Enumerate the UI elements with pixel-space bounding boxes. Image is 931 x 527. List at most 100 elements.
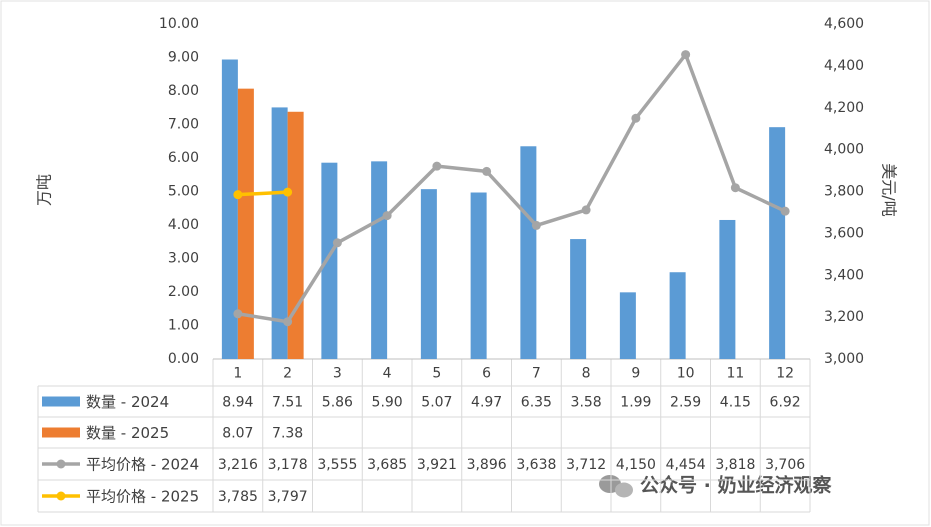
y-tick-label: 2.00 [168,284,199,300]
legend-label: 数量 - 2025 [86,424,169,442]
x-tick-label: 1 [233,366,242,382]
line-marker [681,50,691,60]
line-marker [432,161,442,171]
table-cell: 2.59 [670,395,701,411]
line-marker [283,317,293,327]
bar [321,162,338,359]
bar [221,59,238,359]
y-tick-label: 5.00 [168,184,199,200]
table-cell: 4,454 [666,457,706,473]
bar [371,161,388,359]
line-marker [581,205,591,215]
y2-tick-label: 4,600 [824,16,864,32]
y-tick-label: 0.00 [168,351,199,367]
line-marker [531,220,541,230]
bar [470,192,487,359]
y-tick-label: 1.00 [168,318,199,334]
line-marker [283,187,293,197]
y2-tick-label: 3,400 [824,267,864,283]
y2-tick-label: 3,200 [824,309,864,325]
bar [570,239,587,359]
y2-tick-label: 4,000 [824,142,864,158]
table-cell: 4,150 [616,457,656,473]
y2-tick-label: 3,600 [824,225,864,241]
x-tick-label: 12 [776,366,794,382]
bar [271,107,288,359]
table-cell: 1.99 [620,395,651,411]
y-tick-label: 7.00 [168,117,199,133]
y2-axis-title: 美元/吨 [880,163,899,216]
table-cell: 3,706 [765,457,805,473]
y-tick-label: 10.00 [159,16,199,32]
table-cell: 6.92 [770,395,801,411]
table-cell: 5.07 [421,395,452,411]
table-cell: 3,921 [417,457,457,473]
y2-tick-label: 3,800 [824,184,864,200]
y-tick-label: 4.00 [168,217,199,233]
table-cell: 3,896 [467,457,507,473]
table-cell: 3,712 [566,457,606,473]
bar [520,146,537,359]
legend-key [56,459,66,469]
line [237,52,786,324]
line-marker [482,166,492,176]
legend-label: 平均价格 - 2025 [86,488,199,506]
line [237,190,288,197]
legend-label: 数量 - 2024 [86,393,169,411]
x-tick-label: 3 [333,366,342,382]
y-tick-label: 9.00 [168,50,199,66]
table-cell: 6.35 [521,395,552,411]
table-cell: 3,555 [317,457,357,473]
table-cell: 3,178 [268,457,308,473]
table-cell: 3,685 [367,457,407,473]
x-tick-label: 11 [726,366,744,382]
x-tick-label: 2 [283,366,292,382]
y2-tick-label: 4,200 [824,100,864,116]
table-cell: 4.97 [471,395,502,411]
y-tick-label: 6.00 [168,150,199,166]
line-marker [730,183,740,193]
line-marker [631,113,641,123]
line-marker [780,206,790,216]
x-tick-label: 7 [532,366,541,382]
y2-tick-label: 3,000 [824,351,864,367]
table-cell: 8.94 [222,395,253,411]
x-tick-label: 5 [432,366,441,382]
y-tick-label: 8.00 [168,83,199,99]
table-cell: 5.86 [322,395,353,411]
legend-key [56,491,66,501]
bar [719,219,736,359]
table-cell: 7.38 [272,426,303,442]
legend-label: 平均价格 - 2024 [86,456,199,474]
y2-tick-label: 4,400 [824,58,864,74]
legend-key [42,427,80,438]
x-tick-label: 8 [582,366,591,382]
bar [669,272,686,359]
table-cell: 3,797 [268,489,308,505]
x-tick-label: 9 [631,366,640,382]
bar [619,292,636,359]
table-cell: 3,638 [516,457,556,473]
table-cell: 3,818 [715,457,755,473]
table-cell: 3,785 [218,489,258,505]
table-cell: 3.58 [571,395,602,411]
table-cell: 7.51 [272,395,303,411]
table-cell: 3,216 [218,457,258,473]
line-marker [382,211,392,221]
bar [287,111,304,360]
x-tick-label: 10 [677,366,695,382]
table-cell: 4.15 [720,395,751,411]
line-marker [233,309,243,319]
table-cell: 8.07 [222,426,253,442]
table-cell: 5.90 [372,395,403,411]
line-marker [233,190,243,200]
legend-key [42,396,80,407]
line-marker [332,238,342,248]
y-tick-label: 3.00 [168,251,199,267]
watermark: 公众号 · 奶业经济观察 [640,474,832,497]
x-tick-label: 4 [383,366,392,382]
bar [769,127,786,360]
y-axis-title: 万吨 [35,174,54,206]
